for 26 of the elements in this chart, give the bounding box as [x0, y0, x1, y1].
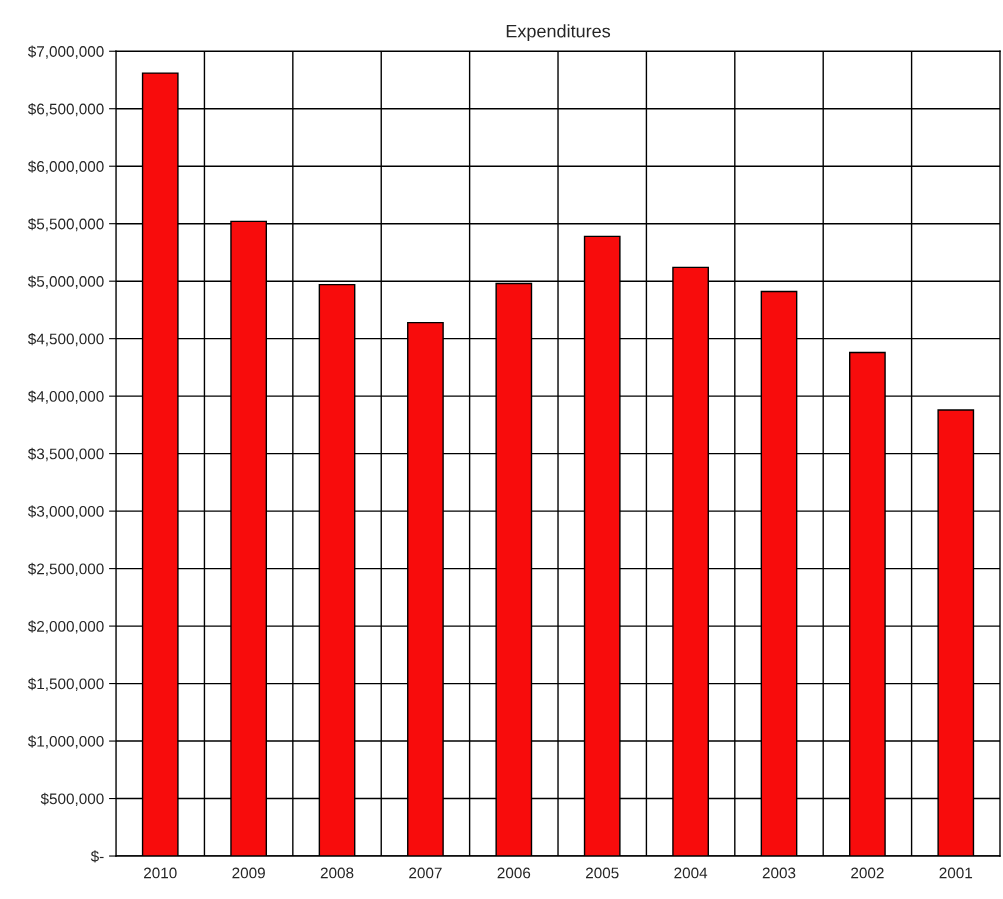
x-tick-label: 2002 [851, 867, 884, 879]
x-tick-label: 2005 [585, 867, 619, 879]
x-tick-label: 2001 [939, 867, 973, 879]
y-tick-label: $5,000,000 [27, 275, 104, 289]
y-tick-label: $1,500,000 [27, 677, 104, 692]
x-tick-label: 2004 [674, 867, 708, 879]
chart-title: Expenditures [506, 24, 611, 42]
y-tick-label: $6,000,000 [27, 160, 104, 174]
y-tick-label: $5,500,000 [27, 217, 104, 232]
y-tick-label: $7,000,000 [27, 45, 104, 59]
x-tick-label: 2009 [232, 867, 265, 879]
y-tick-label: $3,000,000 [27, 505, 104, 519]
y-tick-label: $6,500,000 [27, 102, 104, 117]
y-tick-label: $3,500,000 [27, 447, 104, 462]
y-tick-label: $- [90, 850, 104, 863]
x-tick-label: 2010 [144, 867, 177, 879]
x-tick-label: 2007 [409, 867, 442, 879]
y-tick-label: $2,500,000 [27, 562, 104, 577]
y-tick-label: $4,500,000 [27, 332, 104, 347]
x-tick-label: 2008 [320, 867, 354, 879]
y-tick-label: $4,000,000 [27, 390, 104, 404]
x-tick-label: 2003 [762, 867, 796, 879]
x-tick-label: 2006 [497, 867, 531, 879]
y-tick-label: $2,000,000 [27, 620, 104, 634]
y-tick-label: $500,000 [40, 792, 104, 807]
y-tick-label: $1,000,000 [27, 735, 104, 749]
